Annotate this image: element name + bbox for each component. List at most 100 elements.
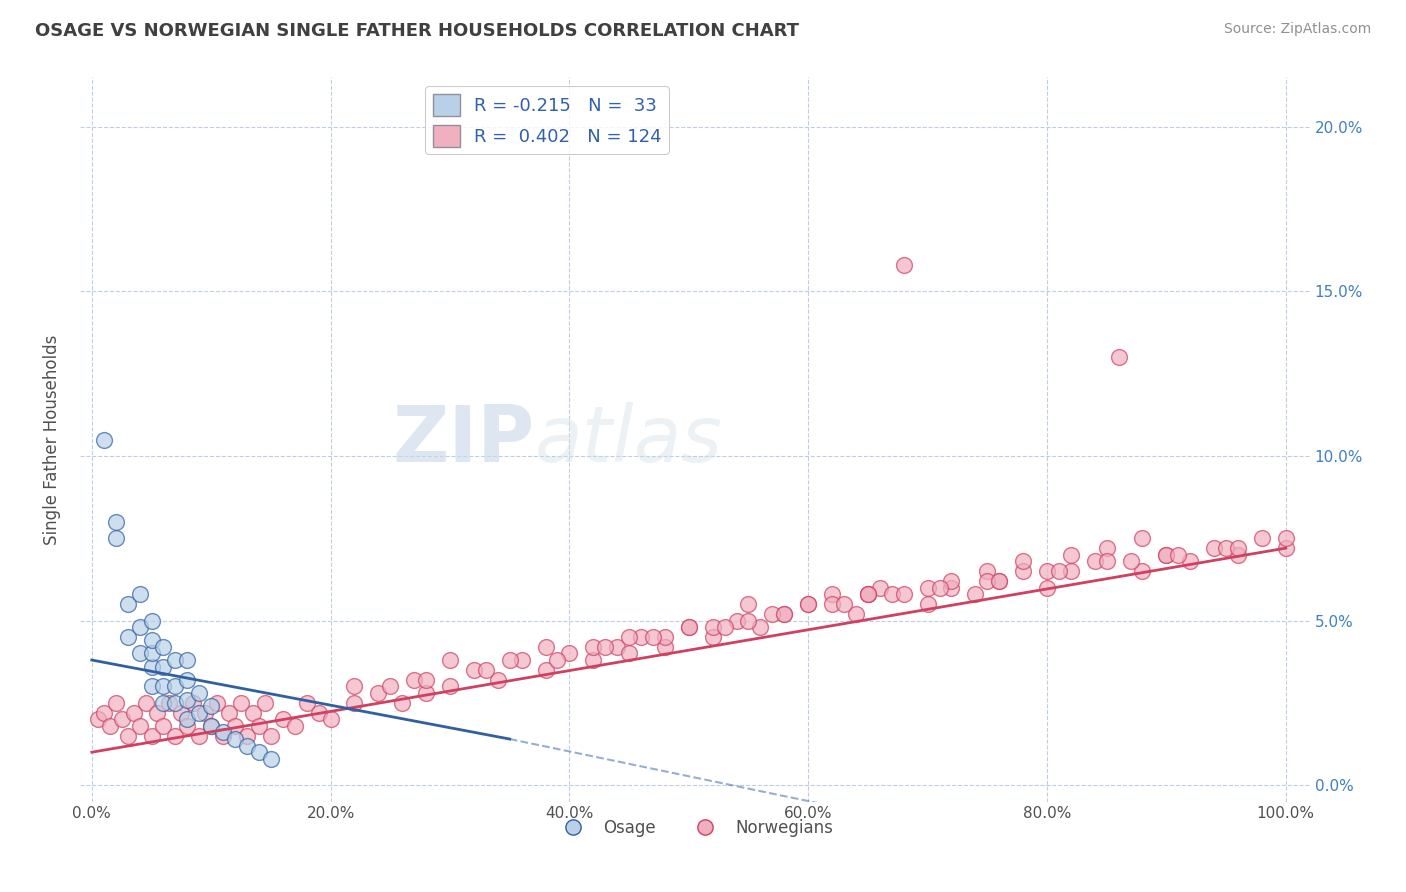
Norwegians — [988, 574, 1011, 588]
Norwegians — [463, 663, 485, 677]
Osage — [152, 696, 174, 710]
Norwegians — [499, 653, 522, 667]
Norwegians — [917, 581, 939, 595]
Norwegians — [117, 729, 139, 743]
Norwegians — [761, 607, 783, 621]
Norwegians — [242, 706, 264, 720]
Osage — [152, 640, 174, 654]
Norwegians — [856, 587, 879, 601]
Norwegians — [141, 729, 163, 743]
Osage — [141, 659, 163, 673]
Norwegians — [880, 587, 903, 601]
Norwegians — [218, 706, 240, 720]
Osage — [128, 620, 150, 634]
Osage — [152, 659, 174, 673]
Norwegians — [917, 597, 939, 611]
Norwegians — [111, 712, 134, 726]
Osage — [165, 653, 187, 667]
Norwegians — [253, 696, 276, 710]
Osage — [176, 653, 198, 667]
Norwegians — [856, 587, 879, 601]
Norwegians — [582, 640, 605, 654]
Norwegians — [773, 607, 796, 621]
Norwegians — [1156, 548, 1178, 562]
Norwegians — [1012, 564, 1035, 578]
Norwegians — [510, 653, 533, 667]
Norwegians — [641, 630, 664, 644]
Norwegians — [1227, 541, 1250, 555]
Osage — [104, 515, 127, 529]
Norwegians — [1047, 564, 1070, 578]
Norwegians — [630, 630, 652, 644]
Norwegians — [821, 587, 844, 601]
Norwegians — [1036, 581, 1059, 595]
Osage — [152, 679, 174, 693]
Norwegians — [181, 696, 204, 710]
Norwegians — [486, 673, 509, 687]
Norwegians — [415, 686, 437, 700]
Norwegians — [391, 696, 413, 710]
Osage — [188, 706, 211, 720]
Norwegians — [1167, 548, 1189, 562]
Norwegians — [229, 696, 252, 710]
Norwegians — [1012, 554, 1035, 568]
Norwegians — [260, 729, 283, 743]
Norwegians — [194, 706, 217, 720]
Norwegians — [976, 564, 998, 578]
Norwegians — [224, 719, 246, 733]
Norwegians — [200, 719, 222, 733]
Norwegians — [152, 719, 174, 733]
Norwegians — [122, 706, 145, 720]
Norwegians — [205, 696, 228, 710]
Norwegians — [236, 729, 259, 743]
Norwegians — [678, 620, 700, 634]
Norwegians — [976, 574, 998, 588]
Norwegians — [343, 679, 366, 693]
Norwegians — [654, 630, 676, 644]
Norwegians — [295, 696, 318, 710]
Norwegians — [1119, 554, 1142, 568]
Norwegians — [271, 712, 294, 726]
Osage — [188, 686, 211, 700]
Norwegians — [1095, 541, 1118, 555]
Norwegians — [146, 706, 169, 720]
Norwegians — [797, 597, 820, 611]
Norwegians — [832, 597, 855, 611]
Osage — [141, 633, 163, 648]
Norwegians — [343, 696, 366, 710]
Norwegians — [534, 640, 557, 654]
Norwegians — [702, 620, 724, 634]
Osage — [93, 433, 115, 447]
Norwegians — [713, 620, 735, 634]
Norwegians — [367, 686, 389, 700]
Norwegians — [1274, 531, 1296, 545]
Norwegians — [737, 614, 759, 628]
Norwegians — [654, 640, 676, 654]
Norwegians — [475, 663, 498, 677]
Osage — [176, 673, 198, 687]
Norwegians — [1132, 531, 1154, 545]
Osage — [236, 739, 259, 753]
Norwegians — [749, 620, 772, 634]
Norwegians — [104, 696, 127, 710]
Osage — [200, 719, 222, 733]
Norwegians — [135, 696, 157, 710]
Osage — [141, 614, 163, 628]
Y-axis label: Single Father Households: Single Father Households — [44, 334, 60, 545]
Norwegians — [1060, 564, 1083, 578]
Norwegians — [582, 653, 605, 667]
Legend: Osage, Norwegians: Osage, Norwegians — [550, 813, 839, 844]
Norwegians — [856, 587, 879, 601]
Norwegians — [212, 729, 235, 743]
Norwegians — [893, 258, 915, 272]
Norwegians — [821, 597, 844, 611]
Norwegians — [380, 679, 402, 693]
Norwegians — [617, 647, 640, 661]
Osage — [141, 647, 163, 661]
Norwegians — [869, 581, 891, 595]
Text: OSAGE VS NORWEGIAN SINGLE FATHER HOUSEHOLDS CORRELATION CHART: OSAGE VS NORWEGIAN SINGLE FATHER HOUSEHO… — [35, 22, 799, 40]
Norwegians — [1095, 554, 1118, 568]
Osage — [224, 732, 246, 747]
Norwegians — [188, 729, 211, 743]
Osage — [212, 725, 235, 739]
